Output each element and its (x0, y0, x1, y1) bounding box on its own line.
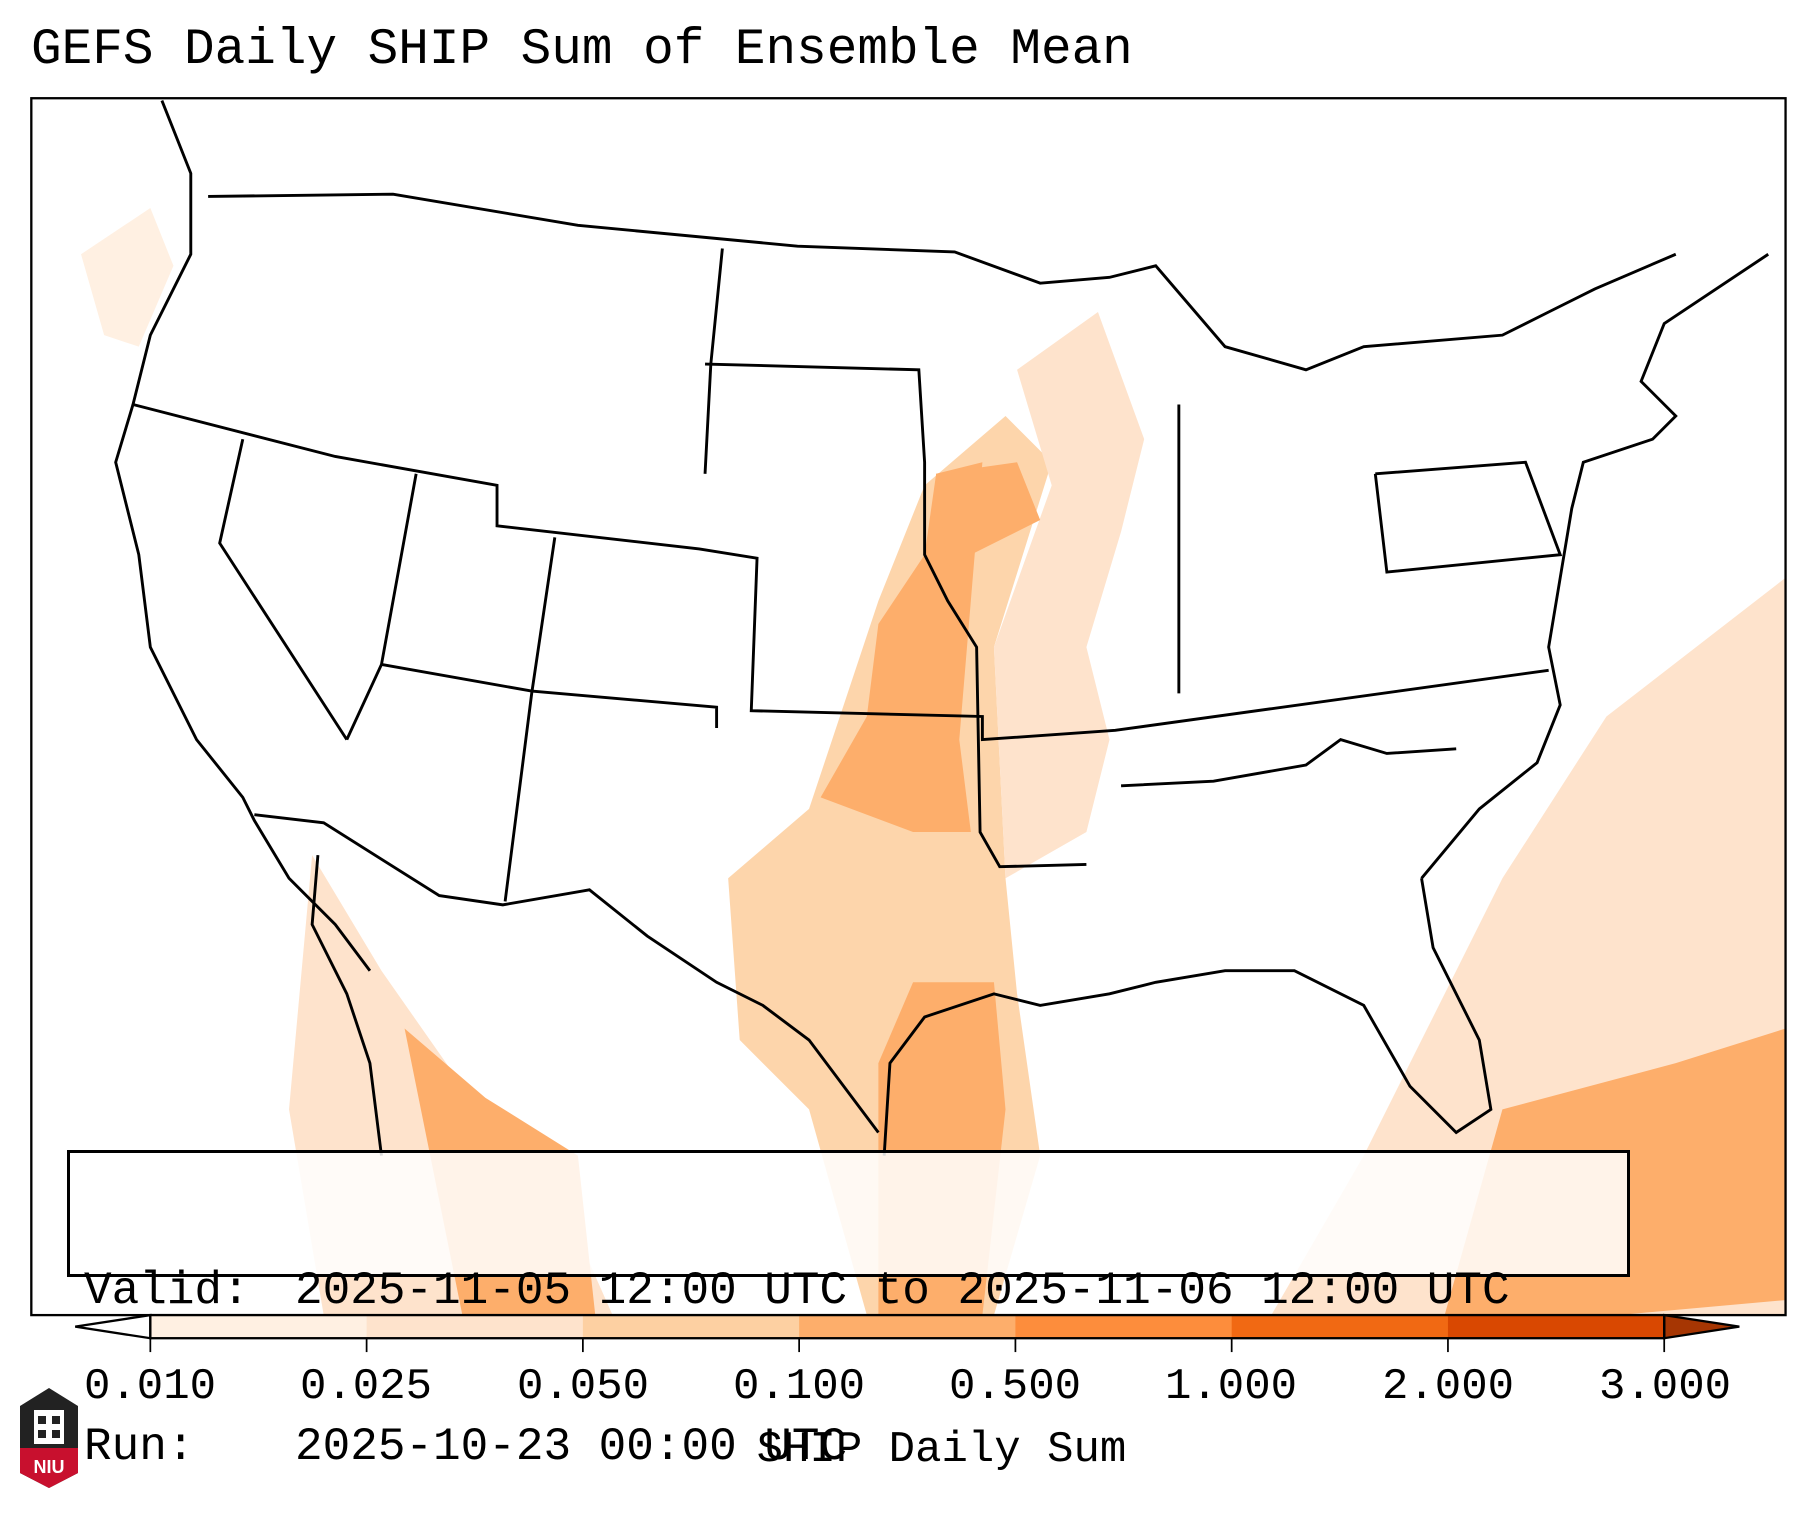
coastlines-and-borders (114, 100, 1770, 1156)
colorbar-tick-label: 1.000 (1164, 1362, 1298, 1412)
map-title: GEFS Daily SHIP Sum of Ensemble Mean (31, 22, 1133, 79)
east-coast (1420, 253, 1770, 880)
gulf-coast (882, 878, 1493, 1156)
run-label: Run: (84, 1421, 195, 1473)
svg-text:NIU: NIU (34, 1457, 65, 1477)
shade-midwest-faint (993, 312, 1145, 879)
colorbar-segment (799, 1315, 1016, 1339)
colorbar-tick-label: 0.100 (732, 1362, 866, 1412)
colorbar-tick-label: 0.025 (299, 1362, 433, 1412)
colorbar-segment (1447, 1315, 1665, 1339)
baja-coast (310, 855, 383, 1156)
west-coast (114, 100, 372, 972)
colorbar-label: SHIP Daily Sum (756, 1425, 1127, 1475)
shade-iowa (936, 462, 1041, 567)
colorbar-tick-label: 0.010 (83, 1362, 217, 1412)
canada-border (208, 192, 1677, 372)
colorbar-tick-label: 2.000 (1381, 1362, 1515, 1412)
colorbar-segment (150, 1315, 368, 1339)
colorbar-tick-label: 0.500 (948, 1362, 1082, 1412)
colorbar-segment (1015, 1315, 1233, 1339)
colorbar-segment (582, 1315, 800, 1339)
colorbar-segment (366, 1315, 584, 1339)
mexico-border (254, 813, 880, 1134)
colorbar-extend-max (1663, 1313, 1740, 1340)
run-value: 2025-10-23 00:00 UTC (295, 1421, 848, 1473)
valid-label: Valid: (84, 1265, 250, 1317)
colorbar-segment (1231, 1315, 1449, 1339)
info-box: Valid: 2025-11-05 12:00 UTC to 2025-11-06… (67, 1150, 1630, 1473)
colorbar-tick-label: 3.000 (1598, 1362, 1732, 1412)
valid-value: 2025-11-05 12:00 UTC to 2025-11-06 12:00… (295, 1265, 1510, 1317)
shade-pacific-nw (81, 208, 174, 347)
state-lines (132, 403, 1549, 742)
colorbar-tick-label: 0.050 (516, 1362, 650, 1412)
shade-kansas-oklahoma (820, 462, 983, 833)
colorbar (75, 1313, 1740, 1353)
niu-logo: NIU (20, 1388, 78, 1488)
